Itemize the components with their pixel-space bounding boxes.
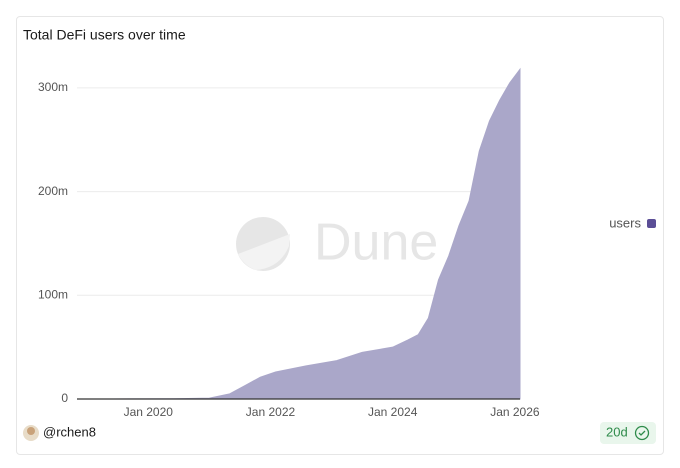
legend-swatch xyxy=(647,219,656,228)
watermark: Dune xyxy=(236,214,438,272)
legend-label: users xyxy=(609,215,641,230)
watermark-text: Dune xyxy=(314,214,438,272)
area xyxy=(77,67,521,400)
age-badge xyxy=(600,422,656,444)
x-tick-label: Jan 2022 xyxy=(246,405,296,419)
check-mark xyxy=(638,430,646,436)
x-tick-label: Jan 2020 xyxy=(124,405,174,419)
x-tick-label: Jan 2026 xyxy=(490,405,540,419)
y-tick-label: 100m xyxy=(38,287,68,301)
check-icon xyxy=(634,425,650,441)
y-tick-label: 200m xyxy=(38,184,68,198)
chart-title: Total DeFi users over time xyxy=(23,27,186,43)
y-tick-label: 300m xyxy=(38,80,68,94)
watermark-logo-cut xyxy=(238,234,290,270)
age: 20d xyxy=(606,424,628,439)
y-tick-label: 0 xyxy=(61,391,68,405)
card xyxy=(16,16,664,455)
author[interactable]: @rchen8 xyxy=(43,424,96,439)
x-tick-label: Jan 2024 xyxy=(368,405,418,419)
footer: @rchen8 20d xyxy=(23,422,656,444)
avatar-face xyxy=(27,427,35,435)
